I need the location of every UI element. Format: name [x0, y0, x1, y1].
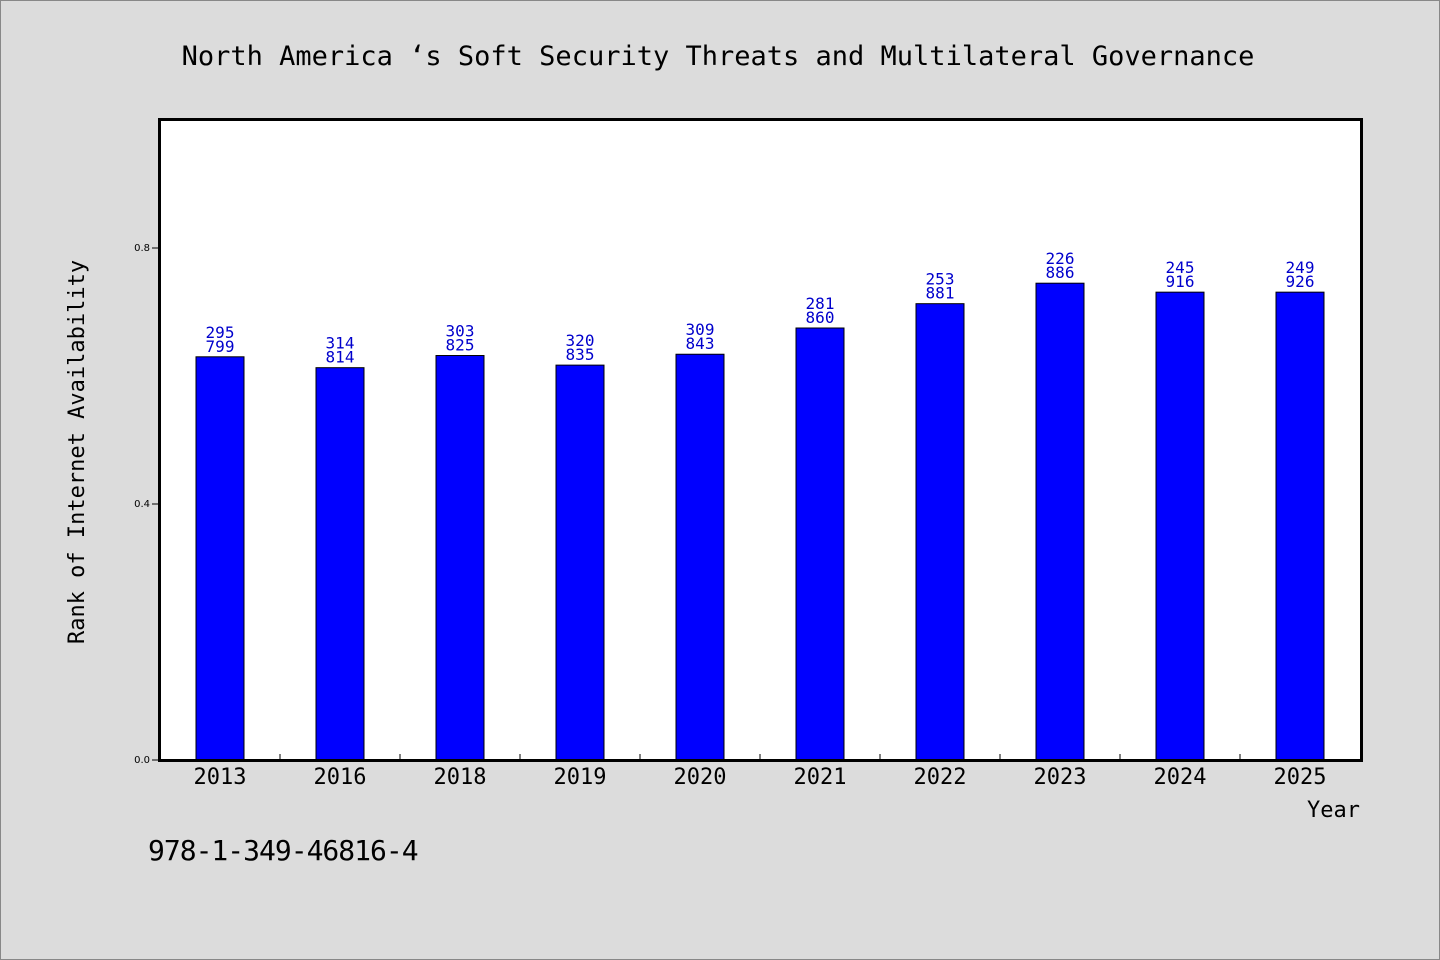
x-tick-label-2023: 2023	[1034, 765, 1087, 790]
data-label-2019-2: 835	[566, 345, 595, 364]
x-tick-label-2021: 2021	[794, 765, 847, 790]
data-label-2013-1: 295	[206, 323, 235, 342]
x-axis-label: Year	[1307, 798, 1360, 823]
data-label-2022-2: 881	[926, 284, 955, 303]
bar-2016	[315, 367, 365, 761]
bar-2018	[435, 355, 485, 761]
data-label-2024-1: 245	[1166, 258, 1195, 277]
chart-title: North America ‘s Soft Security Threats a…	[182, 41, 1255, 72]
x-tick-label-2024: 2024	[1154, 765, 1207, 790]
bar-2024	[1155, 291, 1205, 761]
bar-2022	[915, 303, 965, 761]
data-label-2013-2: 799	[206, 337, 235, 356]
x-tick-label-2019: 2019	[554, 765, 607, 790]
x-tick-label-2018: 2018	[434, 765, 487, 790]
x-tick-label-2022: 2022	[914, 765, 967, 790]
bar-2019	[555, 364, 605, 761]
x-tick-label-2016: 2016	[314, 765, 367, 790]
data-label-2024-2: 916	[1166, 272, 1195, 291]
data-label-2016-1: 314	[326, 334, 355, 353]
bars-layer	[195, 282, 1325, 761]
data-label-2023-1: 226	[1046, 249, 1075, 268]
data-label-2025-2: 926	[1286, 272, 1315, 291]
y-axis-label: Rank of Internet Availability	[65, 260, 90, 644]
bar-2013	[195, 356, 245, 761]
y-tick-label-0.4: 0.4	[134, 499, 150, 510]
data-label-2021-2: 860	[806, 308, 835, 327]
bar-2025	[1275, 291, 1325, 761]
data-label-2023-2: 886	[1046, 263, 1075, 282]
data-label-2021-1: 281	[806, 294, 835, 313]
x-tick-label-2020: 2020	[674, 765, 727, 790]
data-label-2025-1: 249	[1286, 258, 1315, 277]
bar-2023	[1035, 282, 1085, 761]
x-tick-label-2025: 2025	[1274, 765, 1327, 790]
bar-2020	[675, 353, 725, 761]
plot-border	[158, 118, 1363, 762]
y-tick-label-0.8: 0.8	[134, 243, 150, 254]
isbn-text: 978-1-349-46816-4	[148, 834, 419, 867]
data-label-2022-1: 253	[926, 270, 955, 289]
x-tick-label-2013: 2013	[194, 765, 247, 790]
data-label-2020-2: 843	[686, 334, 715, 353]
bar-2021	[795, 327, 845, 761]
data-label-2018-1: 303	[446, 322, 475, 341]
data-label-2018-2: 825	[446, 336, 475, 355]
y-tick-label-0.0: 0.0	[134, 755, 150, 766]
y-axis-ticks: 0.0 0.4 0.8	[134, 243, 160, 766]
data-label-2020-1: 309	[686, 320, 715, 339]
data-label-2019-1: 320	[566, 331, 595, 350]
x-axis-ticks: 2013 2016 2018 2019 2020 2021 2022 2023 2024 2025	[194, 754, 1327, 790]
data-label-2016-2: 814	[326, 348, 355, 367]
